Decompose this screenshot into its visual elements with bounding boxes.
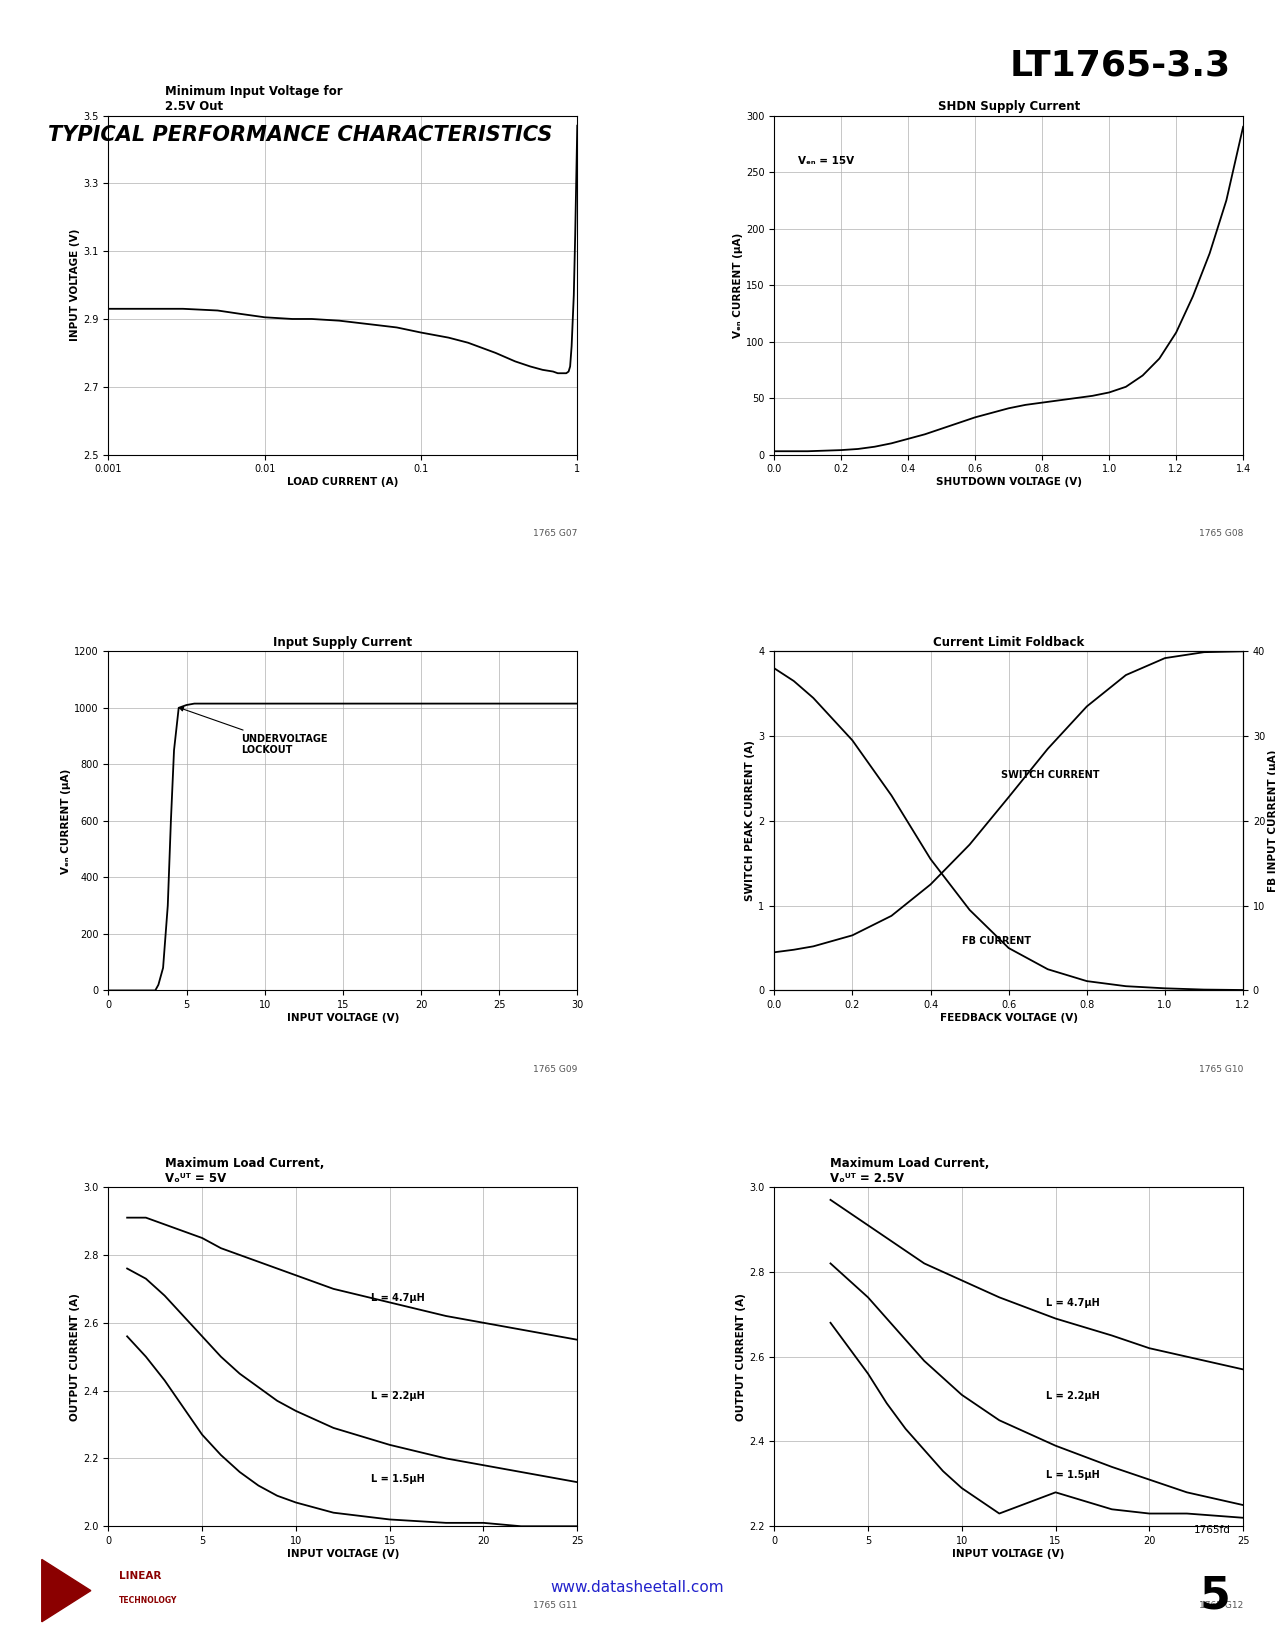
X-axis label: SHUTDOWN VOLTAGE (V): SHUTDOWN VOLTAGE (V) — [936, 477, 1081, 487]
Text: Maximum Load Current,
Vₒᵁᵀ = 2.5V: Maximum Load Current, Vₒᵁᵀ = 2.5V — [830, 1157, 989, 1185]
Text: L = 2.2μH: L = 2.2μH — [1047, 1391, 1100, 1401]
Text: Minimum Input Voltage for
2.5V Out: Minimum Input Voltage for 2.5V Out — [164, 84, 342, 112]
Title: Current Limit Foldback: Current Limit Foldback — [933, 635, 1084, 648]
Text: 1765 G12: 1765 G12 — [1198, 1600, 1243, 1610]
X-axis label: FEEDBACK VOLTAGE (V): FEEDBACK VOLTAGE (V) — [940, 1013, 1077, 1023]
Text: 5: 5 — [1200, 1574, 1230, 1617]
Text: 1765 G11: 1765 G11 — [533, 1600, 578, 1610]
Text: TYPICAL PERFORMANCE CHARACTERISTICS: TYPICAL PERFORMANCE CHARACTERISTICS — [48, 125, 553, 145]
Text: 1765 G07: 1765 G07 — [533, 530, 578, 538]
X-axis label: INPUT VOLTAGE (V): INPUT VOLTAGE (V) — [287, 1549, 399, 1559]
Text: 1765 G10: 1765 G10 — [1198, 1064, 1243, 1074]
Y-axis label: OUTPUT CURRENT (A): OUTPUT CURRENT (A) — [70, 1292, 80, 1421]
Title: SHDN Supply Current: SHDN Supply Current — [937, 101, 1080, 112]
Text: SWITCH CURRENT: SWITCH CURRENT — [1001, 771, 1099, 780]
Y-axis label: OUTPUT CURRENT (A): OUTPUT CURRENT (A) — [736, 1292, 746, 1421]
X-axis label: INPUT VOLTAGE (V): INPUT VOLTAGE (V) — [952, 1549, 1065, 1559]
Text: LT1765-3.3: LT1765-3.3 — [1010, 50, 1230, 82]
Text: Vₑₙ = 15V: Vₑₙ = 15V — [798, 157, 854, 167]
Y-axis label: Vₑₙ CURRENT (μA): Vₑₙ CURRENT (μA) — [61, 769, 71, 873]
Y-axis label: Vₑₙ CURRENT (μA): Vₑₙ CURRENT (μA) — [733, 233, 743, 338]
Text: TECHNOLOGY: TECHNOLOGY — [119, 1596, 177, 1605]
X-axis label: INPUT VOLTAGE (V): INPUT VOLTAGE (V) — [287, 1013, 399, 1023]
Text: L = 4.7μH: L = 4.7μH — [371, 1292, 425, 1304]
Text: 1765fd: 1765fd — [1193, 1525, 1230, 1535]
Text: L = 1.5μH: L = 1.5μH — [1047, 1470, 1100, 1480]
Y-axis label: FB INPUT CURRENT (μA): FB INPUT CURRENT (μA) — [1269, 749, 1275, 893]
Text: 1765 G09: 1765 G09 — [533, 1064, 578, 1074]
Y-axis label: INPUT VOLTAGE (V): INPUT VOLTAGE (V) — [70, 229, 80, 342]
Text: L = 1.5μH: L = 1.5μH — [371, 1473, 425, 1483]
Polygon shape — [42, 1559, 91, 1622]
Text: 1765 G08: 1765 G08 — [1198, 530, 1243, 538]
Text: Maximum Load Current,
Vₒᵁᵀ = 5V: Maximum Load Current, Vₒᵁᵀ = 5V — [164, 1157, 324, 1185]
Title: Input Supply Current: Input Supply Current — [273, 635, 412, 648]
Text: www.datasheetall.com: www.datasheetall.com — [551, 1579, 724, 1596]
Text: L = 2.2μH: L = 2.2μH — [371, 1391, 425, 1401]
X-axis label: LOAD CURRENT (A): LOAD CURRENT (A) — [287, 477, 399, 487]
Text: L = 4.7μH: L = 4.7μH — [1047, 1299, 1100, 1308]
Text: UNDERVOLTAGE
LOCKOUT: UNDERVOLTAGE LOCKOUT — [180, 708, 328, 756]
Text: FB CURRENT: FB CURRENT — [961, 936, 1030, 945]
Y-axis label: SWITCH PEAK CURRENT (A): SWITCH PEAK CURRENT (A) — [746, 741, 756, 901]
Text: LINEAR: LINEAR — [119, 1571, 161, 1581]
